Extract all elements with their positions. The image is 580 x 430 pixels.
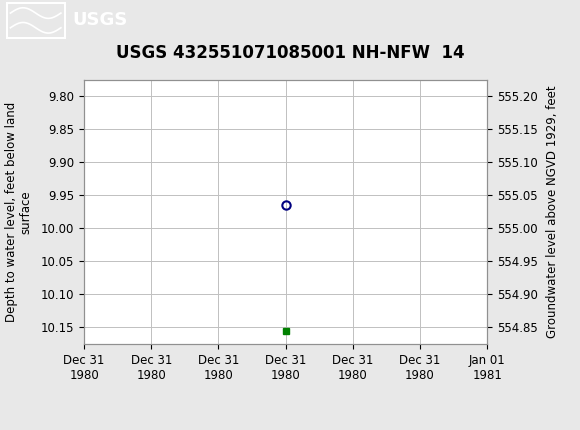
Y-axis label: Groundwater level above NGVD 1929, feet: Groundwater level above NGVD 1929, feet: [546, 86, 559, 338]
Y-axis label: Depth to water level, feet below land
surface: Depth to water level, feet below land su…: [5, 101, 32, 322]
Text: USGS: USGS: [72, 12, 128, 29]
Text: USGS 432551071085001 NH-NFW  14: USGS 432551071085001 NH-NFW 14: [115, 44, 465, 62]
